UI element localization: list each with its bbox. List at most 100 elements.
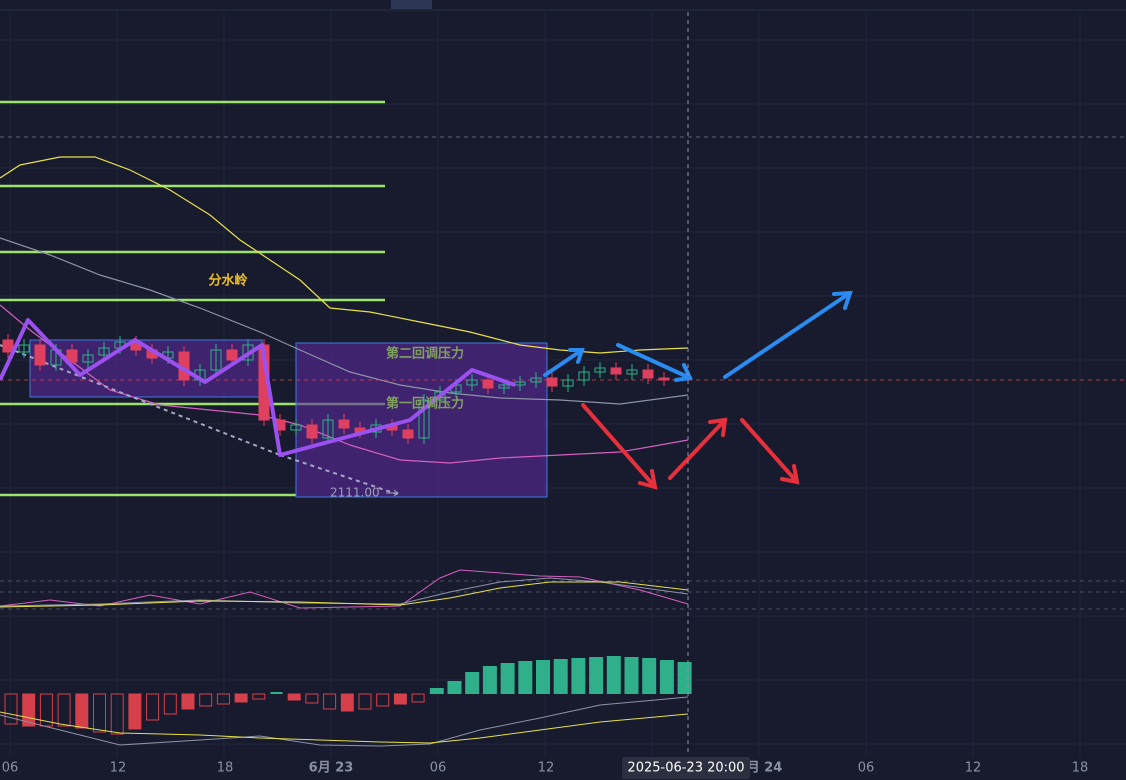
candle-body	[18, 344, 30, 353]
x-tick-label: 6月 23	[309, 761, 354, 776]
candle-body	[338, 419, 350, 429]
candle-body	[98, 347, 110, 356]
macd-bar	[163, 693, 177, 715]
candle-body	[642, 369, 654, 379]
top-tab	[391, 0, 432, 9]
candle-body	[34, 344, 46, 366]
candle-body	[610, 367, 622, 375]
macd-bar	[465, 672, 480, 694]
macd-bar	[39, 693, 53, 727]
macd-bar	[500, 663, 515, 694]
macd-bar	[536, 660, 550, 694]
macd-bar	[75, 693, 89, 729]
macd-bar	[589, 657, 604, 694]
upper-band	[0, 156, 689, 354]
candle-body	[530, 377, 542, 383]
x-tick-label: 12	[538, 761, 555, 776]
x-tick-label: 12	[965, 761, 982, 776]
candle-body	[2, 339, 14, 353]
crosshair-label: 2025-06-23 20:00	[627, 761, 744, 776]
candle-body	[578, 371, 590, 381]
candle-body	[418, 399, 430, 439]
annotation: 第一回调压力	[386, 396, 464, 412]
trend-line	[0, 344, 281, 456]
macd-bar	[128, 693, 142, 730]
osc-j	[0, 581, 689, 608]
price-annotation: 2111.00	[330, 486, 380, 500]
macd-bar	[393, 693, 407, 705]
osc-d	[0, 577, 689, 607]
candle-body	[482, 379, 494, 389]
macd-histogram	[4, 656, 692, 735]
osc-k	[0, 569, 689, 609]
candle-body	[82, 354, 94, 363]
middle-band	[0, 237, 689, 405]
arrow	[616, 343, 693, 382]
x-tick-label: 06	[858, 761, 875, 776]
arrow	[723, 290, 853, 379]
candle-body	[546, 377, 558, 387]
candle-body	[626, 369, 638, 375]
macd-bar	[287, 693, 301, 701]
annotation: 分水岭	[208, 273, 247, 289]
candle-body	[210, 349, 222, 371]
candle-body	[226, 349, 238, 361]
macd-bar	[4, 693, 18, 725]
macd-bar	[181, 693, 195, 710]
macd-bar	[216, 693, 230, 705]
candle-body	[594, 367, 606, 373]
macd-bar	[93, 693, 106, 733]
trend-line	[279, 454, 401, 496]
indicator-levels	[0, 580, 1126, 610]
macd-bar	[146, 693, 160, 721]
macd-signal	[0, 696, 689, 747]
lower-band	[0, 304, 689, 464]
annotation: 第二回调压力	[386, 346, 464, 362]
arrow	[543, 348, 585, 377]
macd-bar	[57, 693, 71, 727]
macd-bar	[252, 693, 266, 700]
arrow	[740, 418, 800, 485]
x-tick-label: 12	[110, 761, 127, 776]
x-tick-label: 06	[2, 761, 19, 776]
candle-body	[402, 429, 414, 439]
macd-bar	[677, 662, 692, 694]
candle-body	[66, 349, 78, 363]
x-tick-label: 06	[430, 761, 447, 776]
macd-bar	[659, 660, 674, 694]
macd-bar	[518, 661, 533, 694]
candle-body	[322, 419, 334, 439]
macd-bar	[234, 693, 248, 703]
macd-bar	[411, 693, 425, 703]
macd-bar	[642, 658, 657, 694]
arrow	[668, 417, 728, 480]
candle-body	[306, 424, 318, 439]
macd-bar	[340, 693, 354, 712]
crosshair-label-bg	[622, 757, 750, 779]
macd-bar	[482, 666, 497, 694]
candle-body	[498, 384, 510, 389]
price-arrow	[386, 489, 399, 497]
macd-bar	[270, 692, 283, 694]
macd-bar	[358, 693, 372, 710]
candle-body	[466, 379, 478, 386]
macd-bar	[606, 656, 621, 694]
wave-path	[0, 318, 516, 457]
candle-body	[562, 379, 574, 387]
x-tick-label: 18	[1072, 761, 1089, 776]
arrow	[581, 403, 658, 490]
arrows	[543, 290, 853, 490]
candle-body	[434, 391, 446, 401]
macd-bar	[429, 688, 444, 694]
macd-line	[0, 711, 689, 744]
macd-bar	[553, 659, 568, 694]
range-box	[295, 342, 548, 498]
grid	[0, 12, 1126, 756]
macd-bar	[624, 657, 639, 694]
candle-body	[290, 424, 302, 431]
macd-bar	[571, 658, 586, 694]
macd-bar	[323, 693, 337, 710]
candle-body	[658, 377, 670, 381]
